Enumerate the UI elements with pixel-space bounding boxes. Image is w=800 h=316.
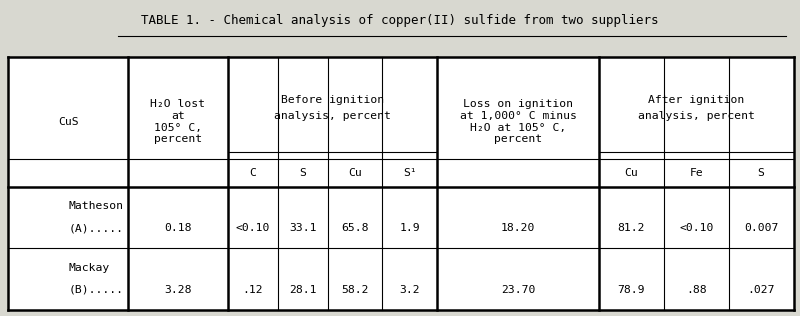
Text: Cu: Cu — [625, 168, 638, 178]
Text: 1.9: 1.9 — [399, 223, 420, 234]
Bar — [8, 57, 794, 310]
Text: 18.20: 18.20 — [501, 223, 535, 234]
Text: Cu: Cu — [349, 168, 362, 178]
Text: 23.70: 23.70 — [501, 285, 535, 295]
Text: analysis, percent: analysis, percent — [274, 111, 390, 121]
Text: Matheson: Matheson — [68, 201, 123, 211]
Text: 0.007: 0.007 — [744, 223, 778, 234]
Text: Mackay: Mackay — [68, 263, 110, 273]
Text: 33.1: 33.1 — [290, 223, 317, 234]
Text: 0.18: 0.18 — [164, 223, 192, 234]
Text: H₂O lost
at
105° C,
percent: H₂O lost at 105° C, percent — [150, 99, 206, 144]
Text: .12: .12 — [242, 285, 263, 295]
Text: (B).....: (B)..... — [68, 285, 123, 295]
Text: (A).....: (A)..... — [68, 223, 123, 234]
Text: C: C — [250, 168, 256, 178]
Text: Before ignition: Before ignition — [281, 95, 384, 105]
Text: S¹: S¹ — [403, 168, 417, 178]
Text: 28.1: 28.1 — [290, 285, 317, 295]
Text: 58.2: 58.2 — [342, 285, 369, 295]
Text: <0.10: <0.10 — [235, 223, 270, 234]
Text: 3.2: 3.2 — [399, 285, 420, 295]
Text: CuS: CuS — [58, 117, 78, 127]
Text: 65.8: 65.8 — [342, 223, 369, 234]
Text: .88: .88 — [686, 285, 706, 295]
Text: TABLE 1. - Chemical analysis of copper(II) sulfide from two suppliers: TABLE 1. - Chemical analysis of copper(I… — [142, 14, 658, 27]
Text: analysis, percent: analysis, percent — [638, 111, 754, 121]
Text: .027: .027 — [747, 285, 775, 295]
Text: 3.28: 3.28 — [164, 285, 192, 295]
Text: S: S — [758, 168, 765, 178]
Text: 81.2: 81.2 — [618, 223, 646, 234]
Text: <0.10: <0.10 — [679, 223, 714, 234]
Text: After ignition: After ignition — [648, 95, 745, 105]
Text: S: S — [299, 168, 306, 178]
Text: 78.9: 78.9 — [618, 285, 646, 295]
Text: Fe: Fe — [690, 168, 703, 178]
Text: Loss on ignition
at 1,000° C minus
H₂O at 105° C,
percent: Loss on ignition at 1,000° C minus H₂O a… — [459, 99, 576, 144]
